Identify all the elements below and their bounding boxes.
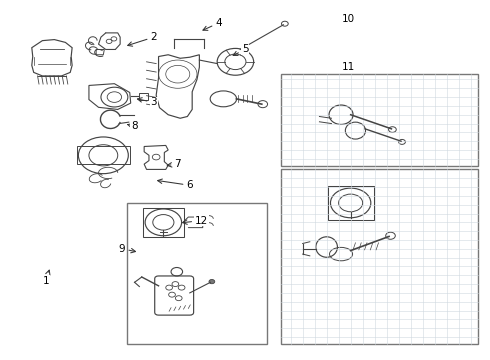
Text: 8: 8 [127, 121, 138, 131]
Bar [143, 207, 184, 237]
Bar [139, 93, 148, 100]
Text: 3: 3 [138, 98, 157, 107]
Text: 9: 9 [119, 244, 136, 254]
Text: 11: 11 [342, 62, 355, 72]
Bar [281, 74, 478, 166]
Text: 4: 4 [203, 18, 222, 30]
Circle shape [209, 279, 215, 284]
Text: 12: 12 [183, 216, 208, 226]
Bar [281, 170, 478, 344]
Text: 5: 5 [233, 45, 248, 55]
Bar [127, 203, 267, 344]
Text: 7: 7 [167, 159, 181, 169]
Bar [328, 186, 374, 220]
Text: 1: 1 [43, 270, 50, 285]
Text: 10: 10 [342, 14, 355, 24]
Bar [77, 147, 130, 164]
Text: 6: 6 [158, 179, 193, 190]
Text: 2: 2 [128, 32, 157, 46]
